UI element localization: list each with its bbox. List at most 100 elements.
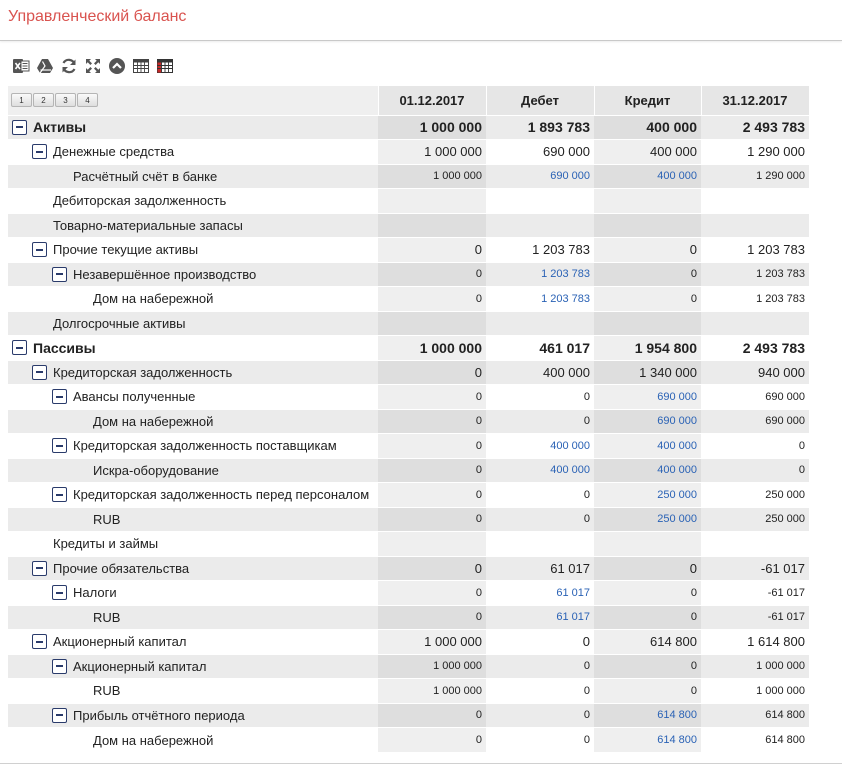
- row-label: RUB: [93, 609, 121, 625]
- drilldown-link[interactable]: 400 000: [550, 439, 590, 452]
- drilldown-link[interactable]: 250 000: [657, 488, 697, 501]
- row-name-cell: Кредиторская задолженность: [8, 359, 378, 385]
- cell-credit: [594, 212, 701, 238]
- cell-credit: 614 800: [594, 702, 701, 728]
- google-drive-icon[interactable]: [35, 56, 55, 76]
- collapse-up-icon[interactable]: [107, 56, 127, 76]
- excel-icon[interactable]: [11, 56, 31, 76]
- pivot-table-icon[interactable]: [155, 56, 175, 76]
- table-icon[interactable]: [131, 56, 151, 76]
- cell-end: [701, 212, 809, 238]
- cell-credit: [594, 310, 701, 336]
- cell-debit: [486, 531, 594, 556]
- level-2-button[interactable]: 2: [33, 93, 54, 108]
- minus-icon: [56, 444, 63, 447]
- cell-debit: 0: [486, 408, 594, 434]
- row-name-cell: Кредиторская задолженность поставщикам: [8, 433, 378, 458]
- collapse-toggle-icon[interactable]: [32, 634, 47, 650]
- cell-credit: 400 000: [594, 139, 701, 164]
- cell-end: -61 017: [701, 555, 809, 581]
- cell-credit: 0: [594, 604, 701, 630]
- cell-credit: 0: [594, 580, 701, 605]
- row-label: Пассивы: [33, 339, 96, 356]
- collapse-toggle-icon[interactable]: [32, 242, 47, 258]
- row-label: Дом на набережной: [93, 413, 214, 429]
- cell-credit: 400 000: [594, 163, 701, 189]
- fullscreen-icon[interactable]: [83, 56, 103, 76]
- level-3-button[interactable]: 3: [55, 93, 76, 108]
- drilldown-link[interactable]: 61 017: [556, 611, 590, 624]
- cell-debit: 61 017: [486, 555, 594, 581]
- cell-end: 1 203 783: [701, 237, 809, 262]
- collapse-toggle-icon[interactable]: [52, 658, 67, 674]
- table-row: Налоги 0 61 017 0 -61 017: [8, 580, 809, 605]
- minus-icon: [16, 126, 23, 129]
- row-label: Акционерный капитал: [53, 634, 187, 650]
- drilldown-link[interactable]: 614 800: [657, 709, 697, 722]
- row-label: Прочие обязательства: [53, 560, 190, 576]
- table-row: RUB 1 000 000 0 0 1 000 000: [8, 678, 809, 703]
- cell-start: 0: [378, 359, 486, 385]
- drilldown-link[interactable]: 400 000: [657, 439, 697, 452]
- table-row: Искра-оборудование 0 400 000 400 000 0: [8, 457, 809, 483]
- cell-start: [378, 531, 486, 556]
- minus-icon: [36, 640, 43, 643]
- drilldown-link[interactable]: 690 000: [657, 390, 697, 403]
- collapse-toggle-icon[interactable]: [52, 707, 67, 723]
- cell-start: 0: [378, 482, 486, 507]
- row-name-cell: Активы: [8, 114, 378, 140]
- collapse-toggle-icon[interactable]: [12, 340, 27, 356]
- table-header-row: 1 2 3 4 01.12.2017 Дебет Кредит 31.12.20…: [8, 86, 810, 115]
- drilldown-link[interactable]: 400 000: [657, 170, 697, 183]
- collapse-toggle-icon[interactable]: [52, 266, 67, 282]
- cell-debit: 461 017: [486, 335, 594, 360]
- toolbar: [11, 56, 175, 76]
- drilldown-link[interactable]: 400 000: [550, 464, 590, 477]
- drilldown-link[interactable]: 1 203 783: [541, 292, 590, 305]
- row-name-cell: Товарно-материальные запасы: [8, 212, 378, 238]
- table-row: Кредиты и займы: [8, 531, 809, 556]
- table-row: Прибыль отчётного периода 0 0 614 800 614 80…: [8, 702, 809, 728]
- collapse-toggle-icon[interactable]: [32, 560, 47, 576]
- level-1-button[interactable]: 1: [11, 93, 32, 108]
- collapse-toggle-icon[interactable]: [52, 389, 67, 405]
- cell-credit: [594, 188, 701, 213]
- collapse-toggle-icon[interactable]: [52, 487, 67, 503]
- drilldown-link[interactable]: 61 017: [556, 586, 590, 599]
- drilldown-link[interactable]: 400 000: [657, 464, 697, 477]
- row-name-cell: Кредиты и займы: [8, 531, 378, 556]
- cell-start: 0: [378, 604, 486, 630]
- bottom-divider: [0, 763, 842, 764]
- row-name-cell: Искра-оборудование: [8, 457, 378, 483]
- collapse-toggle-icon[interactable]: [12, 119, 27, 135]
- header-bar: Управленческий баланс: [0, 0, 842, 41]
- cell-debit: 1 203 783: [486, 237, 594, 262]
- table-row: Дом на набережной 0 0 690 000 690 000: [8, 408, 809, 434]
- cell-end: -61 017: [701, 604, 809, 630]
- drilldown-link[interactable]: 1 203 783: [541, 268, 590, 281]
- table-row: Долгосрочные активы: [8, 310, 809, 336]
- collapse-toggle-icon[interactable]: [32, 144, 47, 160]
- row-name-cell: Дебиторская задолженность: [8, 188, 378, 213]
- drilldown-link[interactable]: 250 000: [657, 513, 697, 526]
- row-name-cell: RUB: [8, 678, 378, 703]
- row-label: Дебиторская задолженность: [53, 193, 227, 209]
- drilldown-link[interactable]: 614 800: [657, 734, 697, 746]
- table-row: Дом на набережной 0 1 203 783 0 1 203 783: [8, 286, 809, 311]
- row-name-cell: Акционерный капитал: [8, 653, 378, 679]
- row-label: RUB: [93, 511, 121, 527]
- collapse-toggle-icon[interactable]: [52, 585, 67, 601]
- cell-start: [378, 188, 486, 213]
- refresh-icon[interactable]: [59, 56, 79, 76]
- table-row: Акционерный капитал 1 000 000 0 614 800 1 61…: [8, 629, 809, 654]
- drilldown-link[interactable]: 690 000: [657, 415, 697, 428]
- cell-credit: 0: [594, 678, 701, 703]
- cell-debit: 61 017: [486, 580, 594, 605]
- collapse-toggle-icon[interactable]: [32, 364, 47, 380]
- row-label: Незавершённое производство: [73, 266, 257, 282]
- cell-end: 2 493 783: [701, 114, 809, 140]
- collapse-toggle-icon[interactable]: [52, 438, 67, 454]
- level-4-button[interactable]: 4: [77, 93, 98, 108]
- drilldown-link[interactable]: 690 000: [550, 170, 590, 183]
- table-row: Дебиторская задолженность: [8, 188, 809, 213]
